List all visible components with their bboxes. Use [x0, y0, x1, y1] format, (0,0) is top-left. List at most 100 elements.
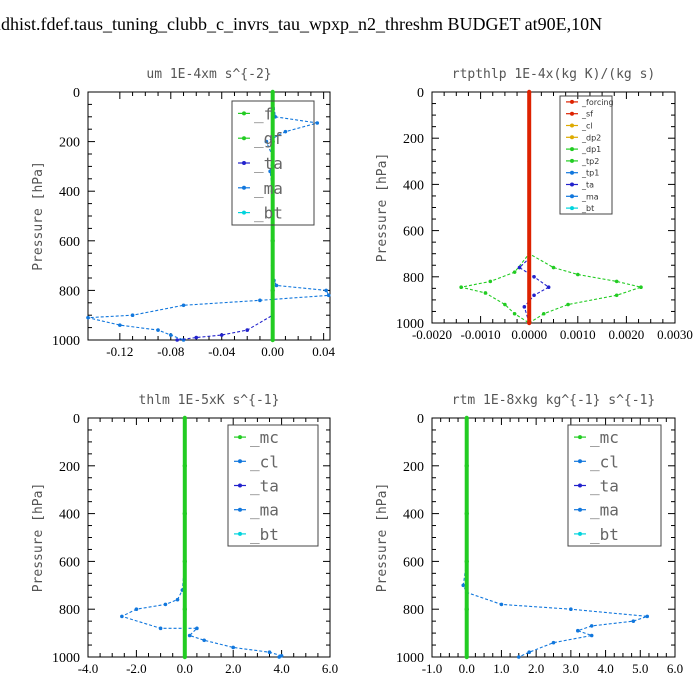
y-tick-label-rtm: 600 — [403, 555, 424, 570]
legend-label-rtpthlp: _bt — [581, 204, 594, 213]
legend-label-um: _f — [254, 104, 273, 123]
legend-marker-rtpthlp — [570, 123, 574, 128]
legend-marker-thlm — [238, 507, 242, 512]
y-tick-label-thlm: 0 — [73, 412, 80, 427]
legend-marker-rtpthlp — [570, 147, 574, 152]
data-point-um-gf — [264, 139, 269, 144]
x-tick-label-thlm: 6.0 — [322, 661, 338, 676]
data-point-um-gf — [283, 129, 288, 134]
legend-label-thlm: _ma — [250, 501, 279, 520]
data-point-thlm-cl — [277, 655, 281, 659]
data-point-um-f — [270, 89, 275, 95]
x-tick-label-rtpthlp: 0.0020 — [609, 327, 645, 342]
x-tick-label-thlm: 4.0 — [273, 661, 289, 676]
legend-label-rtpthlp: _dp1 — [581, 145, 601, 154]
x-tick-label-rtm: -1.0 — [422, 661, 443, 676]
data-point-um-f — [270, 288, 275, 293]
y-tick-label-rtpthlp: 0 — [417, 86, 424, 101]
data-point-um-f — [270, 139, 275, 144]
data-point-thlm-cl — [120, 614, 124, 619]
y-tick-label-rtm: 400 — [403, 508, 424, 523]
y-tick-label-thlm: 600 — [59, 555, 80, 570]
x-tick-label-thlm: -4.0 — [78, 661, 99, 676]
y-tick-label-thlm: 200 — [59, 460, 80, 475]
y-tick-label-rtm: 0 — [417, 412, 424, 427]
data-point-thlm-mc — [182, 654, 187, 660]
data-point-um-ta — [175, 338, 179, 342]
legend-marker-thlm — [238, 435, 242, 440]
legend-marker-rtpthlp — [570, 158, 574, 163]
x-tick-label-rtm: 2.0 — [528, 661, 544, 676]
data-point-rtpthlp-tp2 — [566, 302, 570, 307]
y-tick-label-rtm: 1000 — [396, 651, 424, 666]
legend-marker-um — [242, 136, 246, 141]
y-tick-label-um: 600 — [59, 235, 80, 250]
data-point-rtpthlp-ta — [522, 305, 527, 309]
legend-marker-um — [242, 210, 246, 215]
legend-marker-rtm — [578, 435, 582, 440]
data-point-thlm-mc — [182, 511, 187, 516]
data-point-um-f — [270, 238, 275, 243]
y-tick-label-um: 200 — [59, 136, 80, 151]
legend-marker-rtpthlp — [570, 111, 574, 116]
y-tick-label-thlm: 400 — [59, 508, 80, 523]
data-point-rtpthlp-ta — [517, 265, 522, 270]
data-point-rtpthlp-tp2 — [639, 285, 643, 289]
legend-marker-rtpthlp — [570, 206, 574, 211]
legend-label-rtm: _ma — [590, 501, 619, 520]
legend-label-rtpthlp: _tp1 — [581, 169, 599, 178]
legend-marker-rtm — [578, 531, 582, 536]
data-point-rtm-mc — [464, 654, 469, 660]
data-point-rtm-cl — [589, 624, 594, 628]
data-point-um-gf — [324, 288, 328, 293]
data-point-thlm-mc — [182, 463, 187, 468]
y-tick-label-rtm: 800 — [403, 603, 424, 618]
data-point-rtpthlp-tp1 — [483, 291, 488, 295]
legend-marker-thlm — [238, 459, 242, 464]
legend-label-um: _gf — [254, 129, 283, 148]
data-point-rtpthlp-tp2 — [614, 279, 619, 284]
y-axis-label-um: Pressure [hPa] — [31, 161, 46, 271]
data-point-thlm-mc — [182, 607, 187, 612]
data-point-thlm-cl — [187, 633, 192, 638]
y-tick-label-um: 800 — [59, 284, 80, 299]
legend-label-rtpthlp: _sf — [581, 110, 593, 119]
y-tick-label-um: 0 — [73, 86, 80, 101]
y-tick-label-rtpthlp: 600 — [403, 225, 424, 240]
chart-title-thlm: thlm 1E-5xK s^{-1} — [139, 393, 280, 408]
data-point-thlm-cl — [231, 645, 235, 650]
x-tick-label-rtpthlp: 0.0010 — [560, 327, 596, 342]
data-point-rtpthlp-ta — [546, 285, 551, 289]
legend-marker-rtpthlp — [570, 99, 574, 104]
data-point-rtpthlp-tp1 — [512, 311, 517, 316]
data-point-rtpthlp-tp1 — [503, 302, 507, 307]
legend-label-thlm: _mc — [250, 428, 279, 447]
y-tick-label-thlm: 800 — [59, 603, 80, 618]
data-point-thlm-mc — [182, 415, 187, 421]
legend-label-rtm: _bt — [590, 525, 619, 544]
data-point-um-gf — [326, 293, 331, 298]
legend-marker-rtpthlp — [570, 170, 574, 175]
x-tick-label-rtm: 1.0 — [493, 661, 509, 676]
legend-label-um: _bt — [254, 204, 283, 223]
x-tick-label-rtm: 0.0 — [459, 661, 475, 676]
panel-rtm: rtm 1E-8xkg kg^{-1} s^{-1} Pressure [hPa]… — [375, 393, 683, 676]
panel-thlm: thlm 1E-5xK s^{-1} Pressure [hPa] 0 200 400 6… — [31, 393, 338, 676]
data-point-um-gf — [118, 323, 122, 327]
x-tick-label-thlm: 2.0 — [225, 661, 241, 676]
data-point-um-gf — [86, 315, 90, 320]
legend-marker-thlm — [238, 531, 242, 536]
data-point-thlm-cl — [267, 650, 272, 655]
legend-label-rtpthlp: _ta — [581, 181, 594, 190]
legend-label-rtm: _cl — [590, 452, 619, 471]
data-point-rtpthlp-tp2 — [576, 272, 580, 277]
data-point-rtm-mc — [464, 511, 469, 516]
chart-title-rtpthlp: rtpthlp 1E-4x(kg K)/(kg s) — [452, 67, 656, 82]
legend-label-rtm: _mc — [590, 428, 619, 447]
data-point-um-gf — [274, 283, 279, 288]
x-tick-label-rtm: 4.0 — [597, 661, 613, 676]
data-point-rtm-cl — [461, 583, 466, 588]
x-tick-label-rtm: 6.0 — [667, 661, 683, 676]
data-point-thlm-mc — [182, 559, 187, 564]
